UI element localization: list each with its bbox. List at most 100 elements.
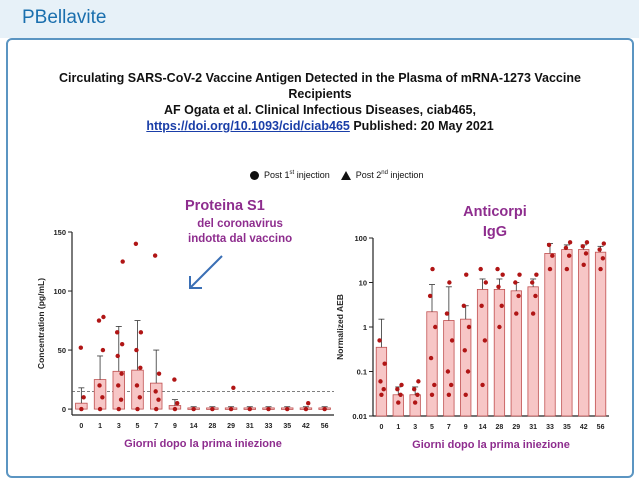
data-point (483, 280, 489, 285)
x-tick-label: 7 (447, 424, 451, 431)
article-header: Circulating SARS-CoV-2 Vaccine Antigen D… (40, 70, 600, 134)
bar (594, 251, 607, 417)
data-point (530, 311, 536, 316)
data-point (466, 324, 472, 330)
data-point (530, 280, 535, 285)
data-point (134, 347, 139, 353)
x-tick-label: 29 (512, 424, 520, 431)
bar (561, 249, 573, 417)
data-point (115, 353, 120, 359)
data-point (379, 392, 384, 397)
annotation-protein-title: Proteina S1 (185, 198, 265, 214)
data-point (118, 397, 124, 402)
circle-marker-icon (250, 170, 259, 180)
data-point (120, 259, 125, 264)
x-tick-label: 28 (208, 423, 216, 430)
y-tick-label: 150 (53, 228, 66, 237)
bar (493, 288, 506, 417)
x-tick-label: 35 (563, 424, 571, 431)
data-point (247, 406, 252, 412)
x-tick-label: 28 (496, 424, 504, 431)
data-point (381, 387, 386, 392)
data-point (430, 266, 435, 272)
data-point (479, 303, 484, 308)
data-point (416, 379, 421, 384)
bar (150, 382, 163, 410)
data-point (172, 406, 178, 412)
bar (578, 249, 590, 417)
data-point (134, 383, 140, 388)
data-point (581, 262, 586, 267)
data-point (138, 330, 144, 335)
legend-first-injection: Post 1st injection (264, 170, 330, 180)
data-point (497, 324, 502, 330)
x-tick-label: 1 (396, 424, 400, 431)
y-tick-label: 100 (53, 287, 66, 296)
data-point (444, 311, 450, 316)
doi-link[interactable]: https://doi.org/10.1093/cid/ciab465 (146, 119, 350, 133)
y-tick-label: 0.1 (357, 368, 367, 377)
x-tick-label: 0 (79, 423, 83, 430)
data-point (480, 382, 485, 388)
x-tick-label: 14 (190, 423, 198, 430)
data-point (133, 241, 139, 247)
published-date: Published: 20 May 2021 (353, 119, 494, 133)
data-point (100, 347, 106, 353)
article-title-line1: Circulating SARS-CoV-2 Vaccine Antigen D… (59, 71, 581, 85)
x-tick-label: 5 (430, 424, 434, 431)
data-point (600, 256, 606, 261)
data-point (191, 406, 196, 412)
data-point (153, 389, 158, 394)
x-axis-label: Giorni dopo la prima iniezione (124, 438, 282, 450)
bar (544, 253, 556, 417)
x-tick-label: 33 (265, 423, 273, 430)
article-title-line2: Recipients (288, 87, 352, 101)
triangle-marker-icon (340, 170, 351, 180)
x-tick-label: 42 (302, 423, 310, 430)
x-tick-label: 1 (98, 423, 102, 430)
data-point (516, 293, 521, 299)
x-tick-label: 3 (117, 423, 121, 430)
data-point (513, 280, 518, 285)
data-point (96, 318, 102, 323)
data-point (546, 242, 552, 248)
y-tick-label: 1 (363, 323, 367, 332)
data-point (172, 377, 177, 382)
annotation-antibody: Anticorpi IgG (455, 202, 535, 242)
data-point (429, 392, 435, 397)
data-point (97, 406, 103, 412)
data-point (114, 330, 120, 335)
data-point (495, 266, 500, 272)
data-point (100, 395, 105, 400)
y-axis-label: Concentration (pg/mL) (36, 278, 46, 369)
bar (510, 290, 522, 417)
annotation-protein-sub: del coronavirus indotta dal vaccino (188, 217, 292, 247)
data-point (447, 280, 452, 285)
x-tick-label: 9 (464, 424, 468, 431)
data-point (463, 392, 468, 397)
data-point (566, 253, 572, 258)
y-tick-label: 50 (58, 346, 66, 355)
article-doi-row: https://doi.org/10.1093/cid/ciab465 Publ… (40, 118, 600, 134)
data-point (534, 272, 539, 277)
data-point (482, 338, 488, 343)
site-brand[interactable]: PBellavite (22, 7, 107, 28)
y-tick-label: 0.01 (352, 412, 367, 421)
data-point (154, 406, 159, 412)
data-point (266, 406, 271, 412)
data-point (101, 314, 106, 320)
data-point (137, 395, 142, 400)
data-point (231, 385, 236, 391)
x-tick-label: 33 (546, 424, 554, 431)
data-point (514, 311, 519, 316)
data-point (175, 400, 180, 406)
data-point (399, 382, 404, 388)
data-point (550, 253, 555, 258)
bar (409, 394, 421, 417)
data-point (412, 400, 418, 405)
data-point (81, 395, 86, 400)
data-point (478, 266, 483, 272)
data-point (119, 371, 124, 376)
x-tick-label: 29 (227, 423, 235, 430)
data-point (496, 284, 501, 290)
